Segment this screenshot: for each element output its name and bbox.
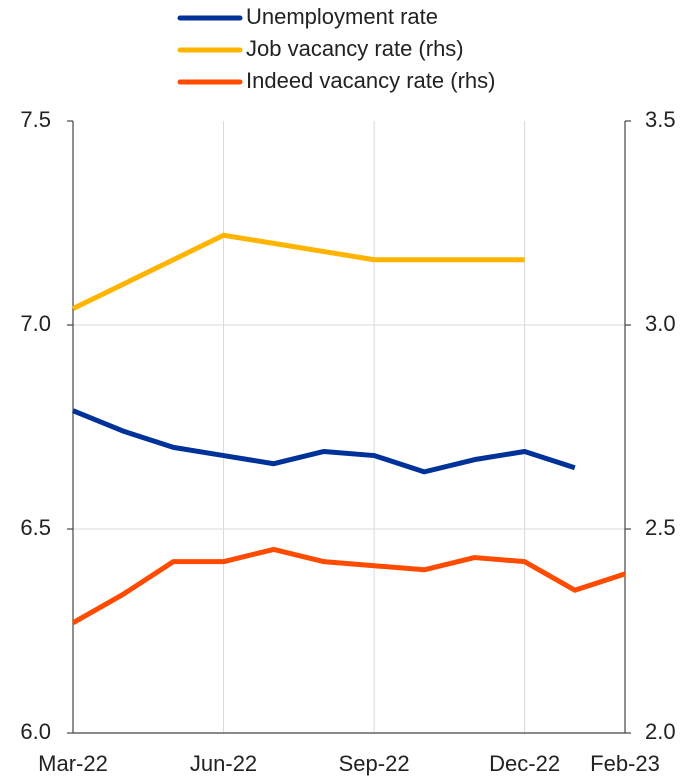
legend-label: Job vacancy rate (rhs): [246, 36, 464, 61]
y2-tick-label: 2.0: [645, 719, 676, 744]
x-tick-label: Dec-22: [489, 751, 560, 776]
x-tick-label: Feb-23: [590, 751, 660, 776]
legend-label: Unemployment rate: [246, 4, 438, 29]
x-tick-label: Mar-22: [38, 751, 108, 776]
legend-label: Indeed vacancy rate (rhs): [246, 68, 495, 93]
y-tick-label: 6.0: [20, 719, 51, 744]
y-tick-label: 7.0: [20, 311, 51, 336]
series-line: [72, 408, 576, 475]
y-tick-label: 7.5: [20, 107, 51, 132]
series-line: [71, 232, 525, 311]
y2-tick-label: 3.0: [645, 311, 676, 336]
series-line: [71, 546, 626, 626]
y2-tick-label: 3.5: [645, 107, 676, 132]
y2-tick-label: 2.5: [645, 515, 676, 540]
y-tick-label: 6.5: [20, 515, 51, 540]
x-tick-label: Sep-22: [339, 751, 410, 776]
x-tick-label: Jun-22: [190, 751, 257, 776]
